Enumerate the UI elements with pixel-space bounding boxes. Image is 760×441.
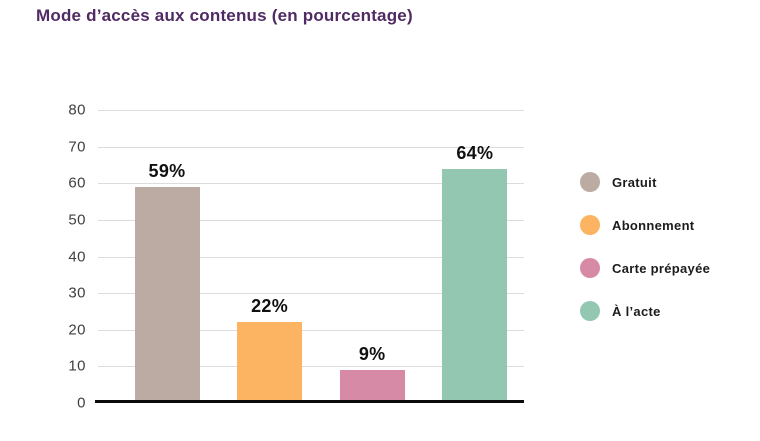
x-axis-line [95, 400, 524, 403]
y-tick-label-0: 0 [77, 394, 86, 412]
bar-a-l-acte [442, 168, 508, 403]
bar-value-gratuit: 59% [148, 160, 186, 181]
gridline-20 [98, 329, 524, 331]
gridline-30 [98, 293, 524, 295]
legend-color-dot-carte-prepayee [580, 258, 600, 278]
legend-label-gratuit: Gratuit [612, 174, 657, 190]
legend-label-carte-prepayee: Carte prépayée [612, 260, 711, 276]
bar-gratuit [134, 186, 200, 403]
gridline-80 [98, 110, 524, 111]
bar-value-a-l-acte: 64% [456, 142, 494, 163]
y-tick-label-30: 30 [68, 284, 86, 302]
gridline-40 [98, 256, 524, 258]
y-tick-label-80: 80 [68, 101, 86, 119]
bar-abonnement [237, 322, 303, 403]
bar-carte-prepayee [339, 370, 405, 403]
y-axis-tick-labels: 0 10 20 30 40 50 60 70 80 [0, 102, 86, 412]
legend-color-dot-abonnement [580, 215, 600, 235]
y-tick-label-20: 20 [68, 321, 86, 339]
bar-value-carte-prepayee: 9% [358, 344, 386, 365]
chart-title: Mode d’accès aux contenus (en pourcentag… [36, 6, 413, 25]
bar-value-abonnement: 22% [251, 296, 289, 317]
legend-label-abonnement: Abonnement [612, 217, 695, 233]
y-tick-label-40: 40 [68, 248, 86, 265]
legend-color-dot-a-l-acte [580, 301, 600, 321]
y-tick-label-50: 50 [68, 211, 86, 229]
legend-item-carte-prepayee: Carte prépayée [580, 258, 710, 278]
legend-color-dot-gratuit [580, 172, 600, 192]
y-tick-label-70: 70 [68, 138, 86, 156]
gridline-70 [98, 146, 524, 148]
y-tick-label-10: 10 [68, 357, 86, 375]
legend-item-abonnement: Abonnement [580, 215, 710, 235]
gridline-50 [98, 219, 524, 221]
plot-area: 59% 22% 9% 64% [98, 110, 524, 403]
legend-label-a-l-acte: À l’acte [612, 303, 661, 319]
y-tick-label-60: 60 [68, 174, 86, 192]
legend: Gratuit Abonnement Carte prépayée À l’acte [580, 172, 710, 321]
gridline-10 [98, 366, 524, 368]
gridline-60 [98, 183, 524, 185]
legend-item-gratuit: Gratuit [580, 172, 710, 192]
legend-item-a-l-acte: À l’acte [580, 301, 710, 321]
